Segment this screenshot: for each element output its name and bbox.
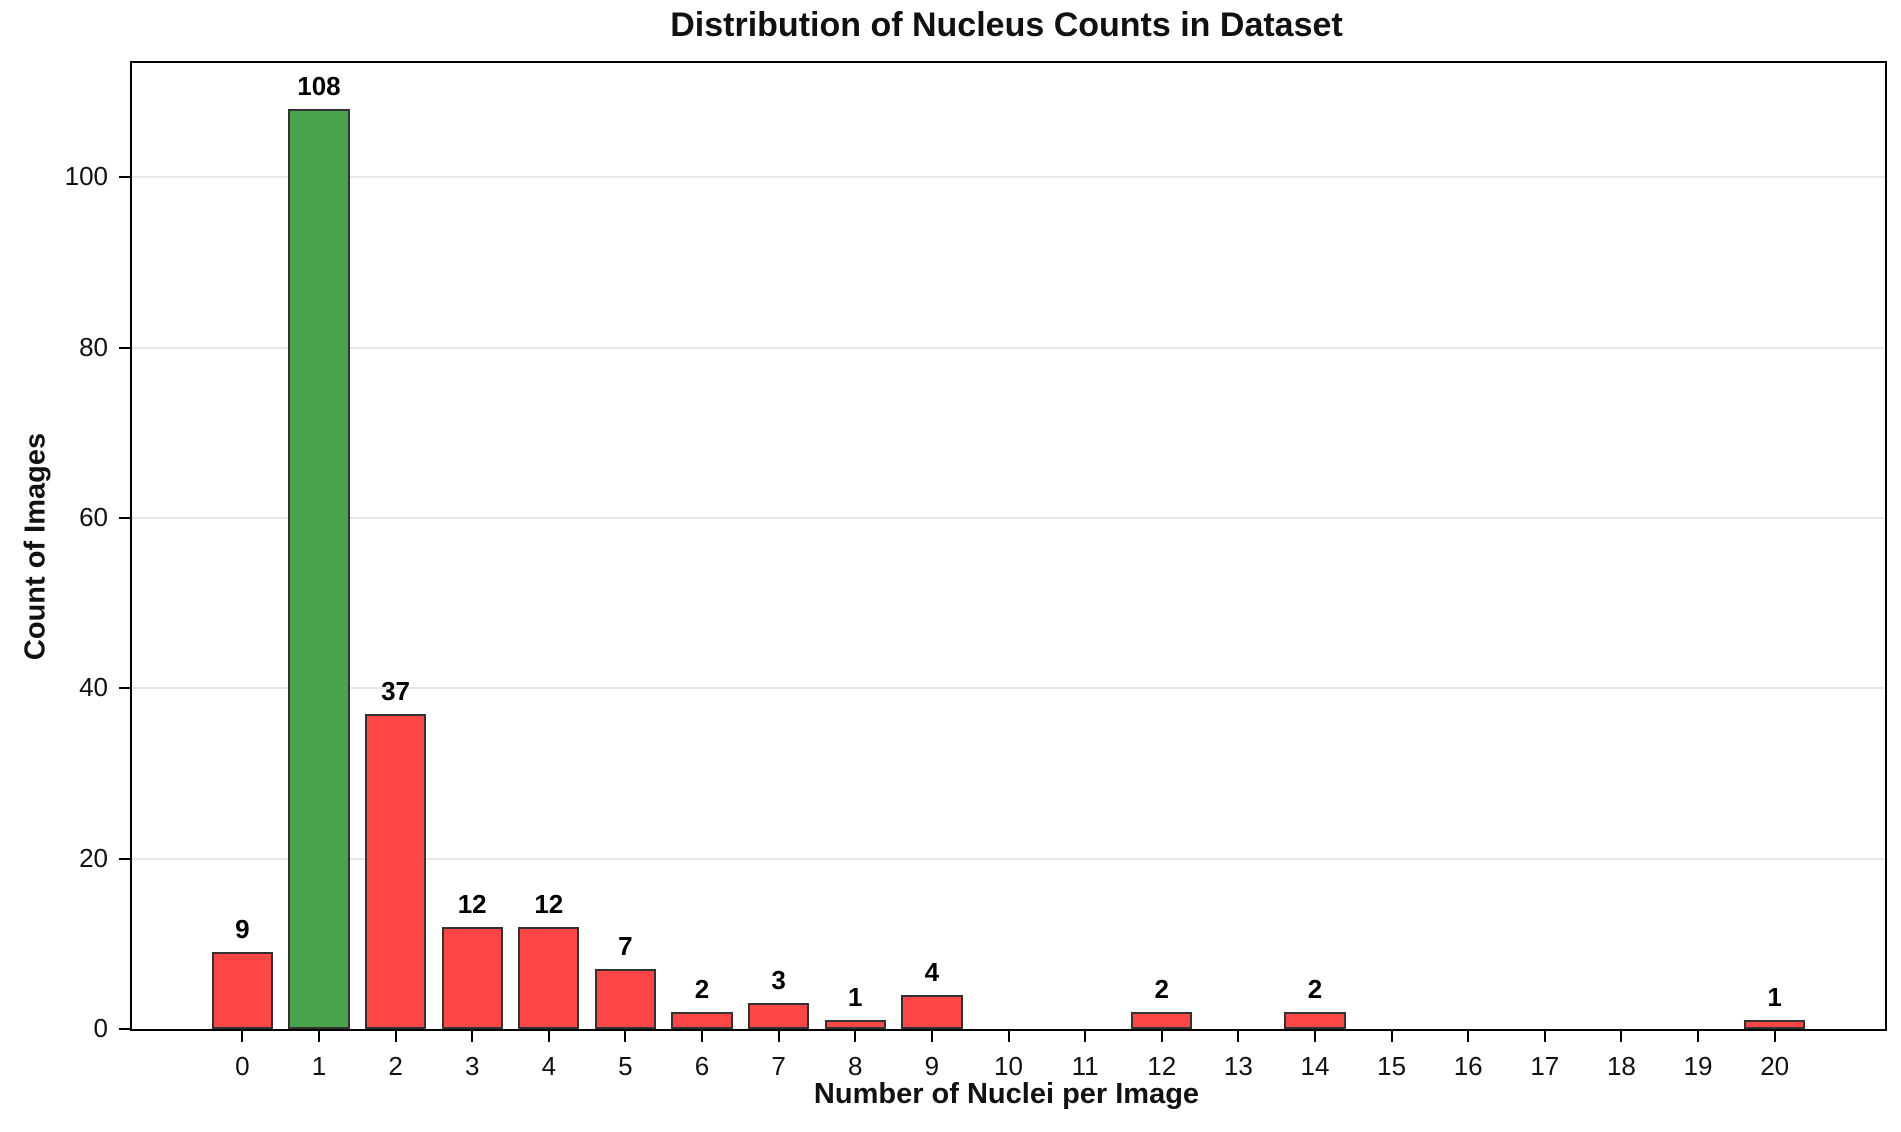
- x-tick-mark-11: [1084, 1031, 1087, 1042]
- x-tick-label-20: 20: [1760, 1051, 1790, 1081]
- bar-value-label-x8: 1: [848, 982, 863, 1013]
- x-tick-label-19: 19: [1683, 1051, 1713, 1081]
- y-tick-mark-60: [119, 516, 132, 519]
- bar-value-label-x14: 2: [1307, 973, 1323, 1004]
- bar-value-label-x4: 12: [534, 888, 564, 919]
- bar-value-label-x3: 12: [457, 888, 487, 919]
- x-tick-label-13: 13: [1223, 1051, 1253, 1081]
- y-tick-label-20: 20: [79, 842, 108, 873]
- bar-x14: [1284, 1011, 1346, 1029]
- bar-value-label-x20: 1: [1767, 982, 1782, 1013]
- x-tick-mark-12: [1160, 1031, 1163, 1042]
- gridline-y40: [132, 687, 1885, 690]
- x-tick-mark-10: [1007, 1031, 1010, 1042]
- x-tick-mark-13: [1237, 1031, 1240, 1042]
- y-tick-mark-20: [119, 857, 132, 860]
- bar-value-label-x12: 2: [1154, 973, 1169, 1004]
- bar-x3: [441, 926, 503, 1029]
- y-tick-label-80: 80: [79, 331, 108, 362]
- x-tick-label-5: 5: [618, 1051, 633, 1081]
- x-tick-mark-17: [1543, 1031, 1546, 1042]
- bar-value-label-x5: 7: [618, 931, 633, 962]
- x-tick-label-4: 4: [541, 1051, 557, 1081]
- x-tick-mark-7: [777, 1031, 780, 1042]
- x-tick-mark-3: [471, 1031, 474, 1042]
- x-tick-label-1: 1: [311, 1051, 327, 1081]
- x-tick-mark-2: [394, 1031, 397, 1042]
- x-tick-mark-16: [1467, 1031, 1470, 1042]
- x-tick-mark-20: [1773, 1031, 1776, 1042]
- bar-x1: [288, 109, 350, 1029]
- chart-title: Distribution of Nucleus Counts in Datase…: [670, 6, 1343, 44]
- bar-x4: [518, 926, 580, 1029]
- y-tick-label-0: 0: [93, 1013, 108, 1043]
- bar-x9: [901, 994, 963, 1029]
- y-tick-mark-100: [119, 176, 132, 179]
- x-tick-label-15: 15: [1377, 1051, 1407, 1081]
- gridline-y20: [132, 857, 1885, 860]
- bar-x0: [211, 952, 273, 1029]
- x-tick-label-18: 18: [1606, 1051, 1636, 1081]
- bar-value-label-x2: 37: [381, 675, 411, 706]
- x-tick-label-11: 11: [1071, 1051, 1099, 1081]
- y-tick-mark-0: [119, 1028, 132, 1030]
- x-tick-label-8: 8: [848, 1051, 863, 1081]
- x-tick-label-7: 7: [771, 1051, 786, 1081]
- x-axis-label: Number of Nuclei per Image: [813, 1078, 1200, 1110]
- x-tick-mark-19: [1697, 1031, 1700, 1042]
- bar-x12: [1131, 1011, 1193, 1029]
- bar-x5: [594, 969, 657, 1029]
- y-tick-label-100: 100: [64, 161, 108, 192]
- bar-x6: [671, 1011, 733, 1029]
- bar-x2: [364, 713, 427, 1029]
- x-tick-mark-8: [854, 1031, 857, 1042]
- x-tick-label-3: 3: [464, 1051, 480, 1081]
- x-tick-label-2: 2: [388, 1051, 403, 1081]
- x-tick-label-14: 14: [1300, 1051, 1330, 1081]
- x-tick-mark-0: [241, 1031, 244, 1042]
- x-tick-label-0: 0: [235, 1051, 250, 1081]
- bar-x7: [748, 1003, 810, 1029]
- y-tick-mark-40: [119, 687, 132, 690]
- bar-value-label-x6: 2: [694, 973, 710, 1004]
- gridline-y60: [132, 516, 1885, 519]
- x-tick-mark-14: [1313, 1031, 1316, 1042]
- x-tick-label-17: 17: [1530, 1051, 1560, 1081]
- bar-x20: [1744, 1020, 1806, 1029]
- x-tick-label-12: 12: [1147, 1051, 1177, 1081]
- x-tick-label-9: 9: [924, 1051, 940, 1081]
- x-tick-mark-9: [930, 1031, 933, 1042]
- x-tick-mark-6: [701, 1031, 704, 1042]
- y-tick-label-60: 60: [79, 501, 108, 532]
- x-tick-mark-18: [1620, 1031, 1623, 1042]
- bar-x8: [824, 1020, 886, 1029]
- y-tick-label-40: 40: [79, 672, 108, 703]
- x-tick-mark-5: [624, 1031, 627, 1042]
- gridline-y100: [132, 176, 1885, 179]
- bar-value-label-x1: 108: [297, 71, 341, 101]
- x-tick-mark-15: [1390, 1031, 1393, 1042]
- bar-value-label-x0: 9: [235, 914, 250, 945]
- bar-value-label-x9: 4: [924, 956, 940, 987]
- x-tick-label-16: 16: [1453, 1051, 1483, 1081]
- x-tick-mark-4: [547, 1031, 550, 1042]
- x-tick-label-10: 10: [994, 1051, 1023, 1081]
- x-tick-label-6: 6: [694, 1051, 710, 1081]
- x-tick-mark-1: [317, 1031, 320, 1042]
- gridline-y80: [132, 346, 1885, 349]
- plot-area: 0 20 40 60 80 100 0 1 2 3 4 5 6 7 8 9 10 11 12 13 14 15 16 17 18…: [65, 61, 1887, 1081]
- y-tick-mark-80: [119, 346, 132, 349]
- bar-value-label-x7: 3: [771, 965, 786, 996]
